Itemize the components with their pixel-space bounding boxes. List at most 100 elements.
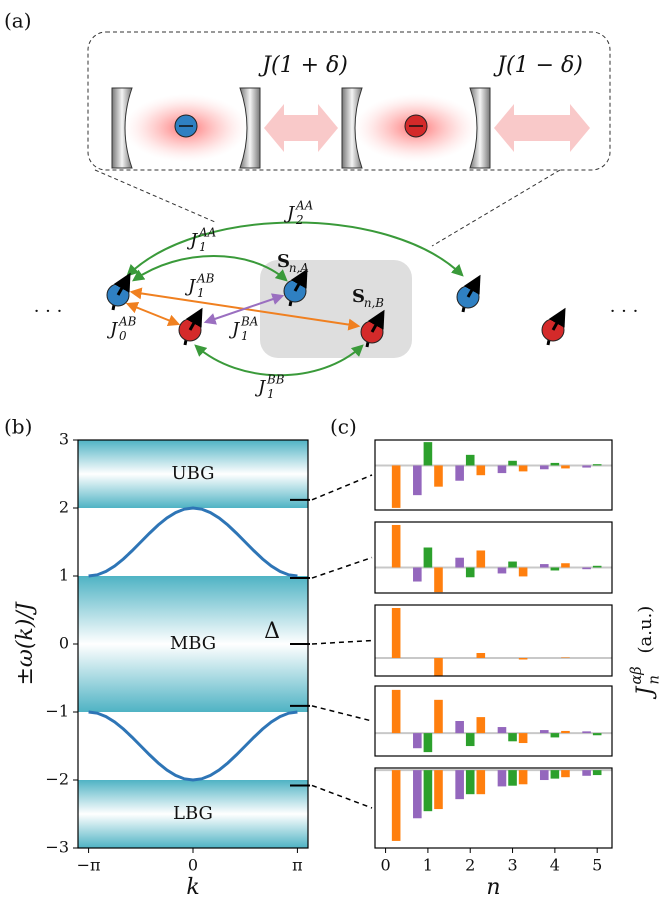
label-sub: 1 — [197, 286, 205, 300]
bar — [476, 550, 486, 568]
connector — [311, 705, 373, 722]
bar — [592, 464, 602, 466]
ellipsis: · · · — [34, 301, 63, 322]
bar — [465, 733, 475, 747]
connector — [311, 556, 373, 579]
label-base: J — [633, 686, 658, 700]
x-tick-label: π — [292, 856, 303, 875]
label-sub: n,A — [289, 261, 309, 275]
arrow-j2aa — [126, 221, 464, 277]
label-base: J — [254, 377, 267, 398]
coupling-arrow — [264, 104, 338, 152]
zoom-line — [94, 169, 216, 223]
bar — [465, 454, 475, 466]
bar — [455, 721, 464, 734]
ellipsis: · · · — [610, 301, 639, 322]
bar — [550, 770, 560, 779]
dispersion-line — [88, 710, 298, 782]
bar — [582, 465, 591, 468]
x-tick-label: 5 — [592, 856, 602, 875]
y-tick-label: 3 — [59, 430, 69, 449]
y-tick-label: 1 — [59, 566, 69, 585]
label-sup: αβ — [629, 666, 645, 684]
bar — [539, 770, 549, 781]
bar — [561, 465, 570, 469]
bar — [508, 561, 517, 568]
bar — [592, 565, 602, 568]
label-sub: n — [646, 675, 660, 684]
bar — [391, 770, 401, 841]
bar — [592, 770, 602, 776]
band — [78, 576, 308, 712]
bar — [391, 524, 401, 568]
marker-label: Δ — [264, 619, 280, 644]
spin-arrow — [290, 268, 308, 292]
bar — [561, 563, 570, 568]
spin-arrow — [548, 307, 566, 331]
x-axis-label: n — [486, 875, 500, 900]
bar — [476, 717, 486, 734]
x-tick-label: −π — [77, 856, 101, 875]
x-tick-label: 4 — [550, 856, 560, 875]
bar — [391, 689, 401, 734]
label-base: J — [184, 276, 197, 297]
x-tick-label: 1 — [423, 856, 433, 875]
label-sub: 1 — [241, 329, 249, 343]
bar — [423, 442, 433, 466]
bar — [550, 733, 560, 738]
label-sub: 1 — [199, 240, 207, 254]
bar — [518, 465, 528, 472]
label-base: J — [283, 203, 296, 224]
bar — [476, 653, 486, 658]
zoom-line — [431, 169, 561, 247]
bar — [455, 770, 464, 800]
bar — [476, 465, 486, 476]
bar — [518, 733, 528, 744]
x-tick-label: 0 — [188, 856, 198, 875]
bar — [434, 658, 443, 676]
label-sup: AB — [118, 314, 137, 328]
x-tick-label: 3 — [507, 856, 517, 875]
y-tick-label: 2 — [59, 498, 69, 517]
label-sub: 2 — [295, 213, 304, 227]
band-label: LBG — [173, 803, 213, 824]
bar — [413, 465, 422, 496]
bar — [508, 460, 517, 466]
panel-label: (b) — [4, 415, 32, 439]
bar — [508, 770, 517, 786]
bar — [539, 465, 549, 470]
arrow-j1bb — [194, 344, 364, 377]
arrow-j0ab — [125, 301, 181, 327]
bar — [582, 770, 591, 776]
label-base: S — [352, 286, 365, 307]
bar — [561, 657, 570, 658]
label-base: J — [106, 319, 119, 340]
bar — [413, 567, 422, 582]
bar — [423, 547, 433, 568]
label-base: S — [277, 251, 290, 272]
bar — [455, 557, 464, 568]
coupling-arrow — [494, 104, 590, 152]
connector — [311, 639, 373, 645]
bar — [518, 658, 528, 660]
band — [78, 440, 308, 508]
plot-frame — [374, 685, 613, 757]
label-base: J — [228, 319, 241, 340]
bar — [413, 733, 422, 749]
x-tick-label: 2 — [465, 856, 475, 875]
spin-arrow — [185, 307, 203, 331]
bar — [391, 608, 401, 658]
label-sup: AB — [196, 271, 215, 285]
band-label: UBG — [171, 463, 214, 484]
bar — [391, 465, 401, 508]
spin-arrow — [113, 272, 131, 296]
unit-cell — [260, 260, 412, 358]
y-tick-label: −3 — [45, 838, 69, 857]
bar — [434, 567, 443, 593]
bar — [561, 770, 570, 778]
bar — [539, 730, 549, 734]
bar — [423, 770, 433, 812]
plot-frame — [374, 604, 613, 677]
band-label: MBG — [170, 633, 216, 654]
